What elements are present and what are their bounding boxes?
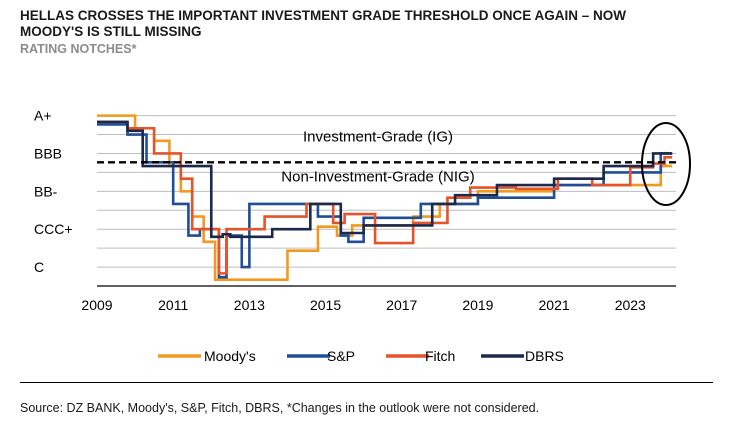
series-line-sp <box>97 123 673 279</box>
footer-divider <box>20 382 713 383</box>
chart-subtitle: RATING NOTCHES* <box>20 42 137 56</box>
x-tick-label-2011: 2011 <box>158 297 188 313</box>
y-tick-label-ccc: CCC+ <box>34 221 73 237</box>
series-line-dbrs <box>97 120 673 239</box>
source-note: Source: DZ BANK, Moody's, S&P, Fitch, DB… <box>20 401 540 415</box>
y-tick-label-c: C <box>34 259 44 275</box>
rating-chart: A+ BBB BB- CCC+ C 2009 2011 2013 2015 2017 2019 202… <box>34 108 691 364</box>
y-tick-label-bbb: BBB <box>34 145 62 161</box>
chart-title-line2: MOODY'S IS STILL MISSING <box>20 24 202 39</box>
annotation-ig: Investment-Grade (IG) <box>303 128 453 145</box>
legend-label-moodys: Moody's <box>204 348 256 364</box>
x-tick-label-2017: 2017 <box>386 297 417 313</box>
legend-label-dbrs: DBRS <box>525 348 564 364</box>
series-line-fitch <box>97 120 673 275</box>
x-tick-label-2023: 2023 <box>615 297 646 313</box>
chart-title: HELLAS CROSSES THE IMPORTANT INVESTMENT … <box>20 8 720 40</box>
y-tick-label-a: A+ <box>34 108 52 124</box>
y-tick-label-bb: BB- <box>34 183 58 199</box>
x-tick-label-2021: 2021 <box>539 297 570 313</box>
x-tick-label-2013: 2013 <box>234 297 265 313</box>
x-tick-label-2015: 2015 <box>310 297 341 313</box>
x-tick-label-2019: 2019 <box>462 297 493 313</box>
chart-title-line1: HELLAS CROSSES THE IMPORTANT INVESTMENT … <box>20 8 627 23</box>
x-tick-label-2009: 2009 <box>81 297 112 313</box>
legend-label-fitch: Fitch <box>425 348 455 364</box>
legend-label-sp: S&P <box>327 348 355 364</box>
highlight-circle <box>641 122 691 206</box>
annotation-nig: Non-Investment-Grade (NIG) <box>281 168 474 185</box>
